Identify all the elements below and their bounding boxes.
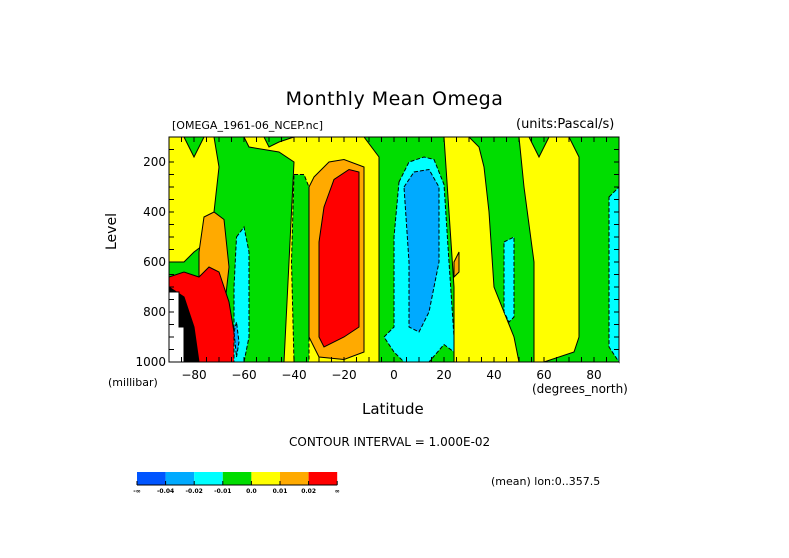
y-axis-units: (millibar) xyxy=(108,376,158,389)
contour-region xyxy=(233,225,250,363)
x-tick-label: −40 xyxy=(281,368,306,382)
contour-region xyxy=(318,168,360,348)
contour-region xyxy=(518,136,580,363)
colorbar-label: ∞ xyxy=(335,488,340,495)
dataset-file-label: [OMEGA_1961-06_NCEP.nc] xyxy=(172,119,323,132)
colorbar-label: 0.02 xyxy=(301,488,316,495)
plot-area xyxy=(168,136,620,364)
chart-title: Monthly Mean Omega xyxy=(285,88,504,110)
x-axis-units: (degrees_north) xyxy=(532,382,628,396)
x-tick-label: 20 xyxy=(436,368,451,382)
colorbar-swatch xyxy=(308,472,338,485)
contour-region xyxy=(403,168,440,333)
contour-region xyxy=(503,236,515,323)
contour-interval-label: CONTOUR INTERVAL = 1.000E-02 xyxy=(289,435,491,449)
y-tick-label: 200 xyxy=(143,155,166,169)
x-tick-label: −60 xyxy=(231,368,256,382)
x-tick-label: 40 xyxy=(486,368,501,382)
y-tick-label: 400 xyxy=(143,205,166,219)
colorbar-label: -0.04 xyxy=(157,488,174,495)
x-tick-label: −20 xyxy=(331,368,356,382)
contour-region xyxy=(233,321,240,358)
axes: −80 −60 −40 −20 0 20 40 60 80 200 400 600 800 1000 xyxy=(135,136,620,382)
colorbar-swatch xyxy=(165,472,195,485)
x-tick-label: 80 xyxy=(586,368,601,382)
colorbar-swatch xyxy=(194,472,223,485)
colorbar-swatch xyxy=(222,472,252,485)
y-tick-label: 1000 xyxy=(135,355,166,369)
colorbar-label: -0.01 xyxy=(214,488,231,495)
colorbar-label: -∞ xyxy=(133,488,141,495)
y-tick-label: 600 xyxy=(143,255,166,269)
x-tick-label: 0 xyxy=(390,368,398,382)
colorbar: -∞ -0.04 -0.02 -0.01 0.0 0.01 0.02 ∞ xyxy=(133,472,340,495)
colorbar-label: 0.0 xyxy=(246,488,257,495)
x-tick-label: −80 xyxy=(181,368,206,382)
colorbar-label: 0.01 xyxy=(273,488,288,495)
contour-region xyxy=(290,174,310,363)
x-axis-label: Latitude xyxy=(362,400,424,418)
colorbar-label: -0.02 xyxy=(186,488,203,495)
y-tick-label: 800 xyxy=(143,305,166,319)
averaging-label: (mean) lon:0..357.5 xyxy=(491,475,601,488)
x-tick-label: 60 xyxy=(536,368,551,382)
colorbar-swatch xyxy=(137,472,166,485)
colorbar-swatch xyxy=(280,472,309,485)
units-label: (units:Pascal/s) xyxy=(516,117,615,132)
colorbar-swatch xyxy=(251,472,280,485)
contour-region xyxy=(453,251,460,279)
